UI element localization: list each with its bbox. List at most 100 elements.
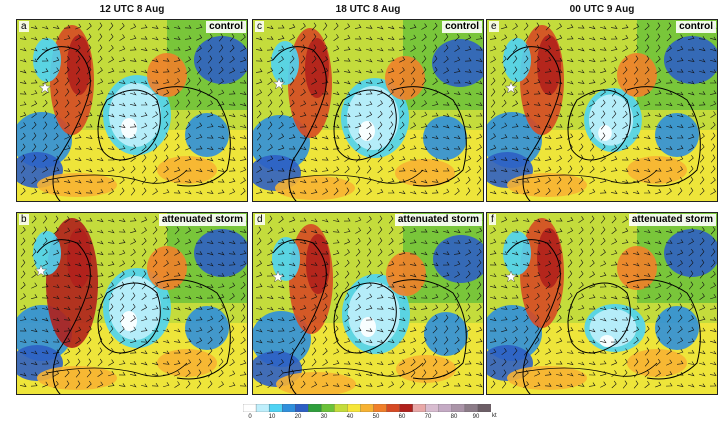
wind-barb bbox=[118, 228, 126, 233]
wind-barb bbox=[687, 112, 695, 117]
colorbar-segment bbox=[321, 404, 335, 412]
wind-barb bbox=[206, 123, 214, 128]
wind-barb bbox=[443, 381, 450, 388]
coastline bbox=[272, 239, 327, 394]
wind-barb bbox=[74, 134, 82, 139]
colorbar-tick: 0 bbox=[248, 414, 252, 420]
wind-barb bbox=[644, 304, 651, 311]
wind-barb bbox=[500, 316, 508, 321]
wind-barb bbox=[267, 67, 274, 74]
wind-barb bbox=[322, 336, 328, 345]
wind-barb bbox=[633, 190, 640, 195]
wind-barb bbox=[141, 154, 147, 163]
wind-barb bbox=[42, 166, 49, 173]
wind-barb bbox=[432, 101, 439, 107]
wind-barb bbox=[490, 369, 496, 378]
wind-barb bbox=[300, 380, 306, 389]
wind-barb bbox=[289, 179, 296, 184]
wind-barb bbox=[140, 327, 148, 332]
wind-barb bbox=[622, 66, 628, 75]
wind-barb bbox=[163, 260, 169, 267]
wind-barb bbox=[108, 177, 115, 184]
wind-barb bbox=[523, 240, 530, 245]
wind-barb bbox=[489, 167, 497, 172]
wind-barb bbox=[644, 369, 650, 378]
wind-barb bbox=[688, 372, 695, 377]
wind-barb bbox=[207, 262, 214, 267]
wind-barb bbox=[533, 261, 541, 266]
wind-barb bbox=[655, 67, 661, 74]
wind-barb bbox=[41, 350, 49, 354]
wind-barb bbox=[229, 67, 236, 74]
wind-barb bbox=[267, 370, 274, 377]
wind-barb bbox=[443, 78, 450, 85]
wind-barb bbox=[322, 188, 329, 195]
wind-speed-contour bbox=[271, 41, 299, 85]
wind-barb bbox=[465, 91, 472, 96]
wind-barb bbox=[174, 25, 181, 30]
wind-barb bbox=[108, 113, 115, 118]
wind-barb bbox=[229, 282, 236, 289]
wind-barb bbox=[578, 237, 584, 246]
wind-barb bbox=[20, 176, 26, 185]
wind-barb bbox=[633, 358, 639, 367]
wind-barb bbox=[633, 66, 639, 75]
wind-barb bbox=[611, 238, 618, 245]
wind-barb bbox=[64, 380, 70, 389]
wind-barb bbox=[512, 347, 518, 356]
wind-barb bbox=[589, 165, 595, 174]
wind-barb bbox=[163, 154, 169, 163]
wind-barb bbox=[454, 359, 461, 366]
wind-barb bbox=[278, 338, 285, 343]
wind-barb bbox=[152, 361, 159, 366]
wind-barb bbox=[355, 292, 361, 301]
wind-barb bbox=[278, 99, 284, 108]
wind-barb bbox=[129, 113, 137, 117]
wind-barb bbox=[710, 176, 716, 185]
wind-barb bbox=[129, 349, 137, 354]
wind-barb bbox=[64, 145, 71, 151]
wind-barb bbox=[666, 303, 672, 312]
wind-barb bbox=[354, 327, 362, 332]
wind-barb bbox=[421, 168, 428, 173]
wind-barb bbox=[86, 22, 92, 31]
wind-barb bbox=[432, 347, 438, 356]
wind-barb bbox=[399, 56, 406, 63]
wind-barb bbox=[130, 238, 137, 245]
wind-barb bbox=[512, 23, 518, 30]
wind-barb bbox=[454, 348, 460, 355]
wind-barb bbox=[432, 358, 438, 367]
wind-barb bbox=[20, 372, 27, 377]
wind-barb bbox=[699, 69, 706, 74]
wind-barb bbox=[239, 239, 247, 244]
wind-barb bbox=[665, 250, 673, 255]
wind-barb bbox=[119, 270, 125, 279]
wind-barb bbox=[399, 67, 405, 75]
wind-barb bbox=[277, 35, 285, 40]
wind-barb bbox=[556, 187, 562, 196]
wind-barb bbox=[74, 295, 82, 299]
wind-speed-contour bbox=[360, 317, 376, 337]
wind-barb bbox=[710, 143, 716, 152]
wind-barb bbox=[129, 58, 137, 62]
wind-barb bbox=[710, 248, 716, 257]
wind-barb bbox=[644, 157, 651, 162]
wind-barb bbox=[119, 249, 126, 256]
wind-barb bbox=[534, 336, 540, 345]
wind-barb bbox=[476, 326, 483, 333]
wind-barb bbox=[377, 188, 384, 195]
wind-barb bbox=[255, 306, 263, 310]
wind-barb bbox=[432, 168, 439, 173]
wind-barb bbox=[523, 33, 529, 42]
wind-barb bbox=[173, 36, 181, 40]
border-line bbox=[626, 86, 701, 187]
wind-barb bbox=[666, 325, 672, 334]
wind-barb bbox=[710, 111, 716, 118]
wind-barb bbox=[677, 281, 683, 290]
wind-barb bbox=[355, 270, 361, 279]
wind-barb bbox=[42, 215, 48, 224]
wind-barb bbox=[622, 99, 628, 108]
wind-barb bbox=[666, 359, 673, 366]
wind-barb bbox=[633, 111, 640, 118]
wind-barb bbox=[644, 100, 651, 107]
